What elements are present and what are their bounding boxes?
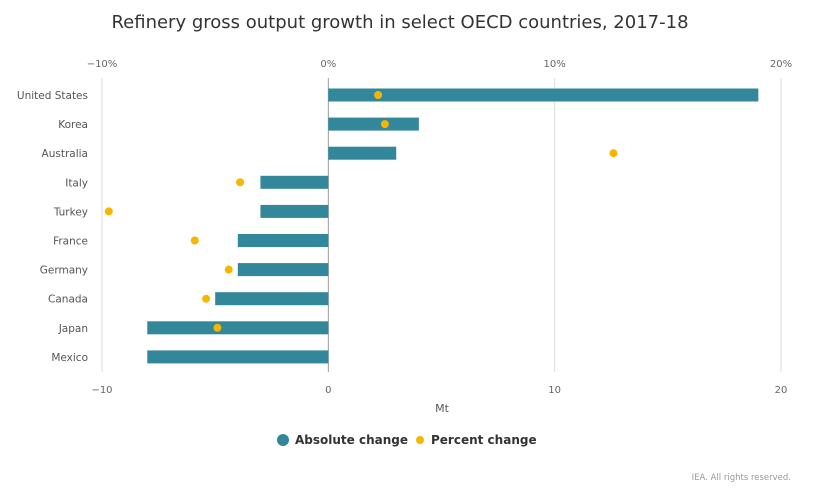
legend-marker-percent (416, 436, 424, 444)
bar (237, 234, 329, 247)
category-label: Australia (42, 148, 88, 160)
bar (147, 321, 329, 335)
dots-percent-change (104, 91, 618, 332)
x-axis-label: Mt (435, 402, 449, 415)
bar (147, 350, 329, 364)
percent-dot (202, 294, 211, 303)
legend-label-percent: Percent change (431, 433, 537, 447)
top-axis: −10% 0% 10% 20% (87, 59, 792, 70)
percent-dot (374, 91, 383, 99)
category-axis: United States Korea Australia Italy Turkey Fr… (17, 90, 88, 364)
x-tick-label: 10 (548, 385, 561, 396)
percent-dot (104, 207, 113, 216)
category-label: Turkey (53, 206, 88, 218)
percent-dot (224, 265, 233, 274)
x-tick-label: 0 (325, 385, 331, 396)
bar (215, 292, 329, 306)
legend-marker-absolute (277, 434, 289, 446)
category-label: Germany (40, 265, 88, 277)
percent-dot (213, 323, 222, 332)
category-label: France (53, 236, 88, 248)
bar (328, 146, 397, 160)
top-tick-label: 20% (770, 59, 792, 70)
bar (328, 88, 759, 102)
x-tick-label: −10 (91, 385, 112, 396)
top-tick-label: 10% (544, 59, 566, 70)
legend: Absolute change Percent change (277, 433, 537, 447)
percent-dot (236, 178, 245, 187)
bar (237, 263, 329, 277)
category-label: Canada (48, 294, 88, 306)
bar (260, 204, 329, 218)
category-label: United States (17, 90, 88, 102)
category-label: Korea (58, 119, 88, 131)
percent-dot (380, 120, 389, 129)
top-tick-label: −10% (87, 59, 118, 70)
category-label: Mexico (51, 352, 88, 364)
bar (260, 175, 329, 189)
category-label: Italy (65, 177, 88, 189)
legend-label-absolute: Absolute change (295, 433, 408, 447)
chart-title: Refinery gross output growth in select O… (111, 12, 688, 33)
top-tick-label: 0% (320, 59, 336, 70)
x-tick-label: 20 (775, 385, 788, 396)
bar (328, 117, 419, 131)
bottom-axis: −10 0 10 20 (91, 385, 787, 396)
percent-dot (190, 236, 199, 245)
bars-absolute-change (147, 88, 759, 364)
percent-dot (609, 149, 618, 158)
category-label: Japan (58, 323, 88, 335)
credit-text: IEA. All rights reserved. (692, 473, 791, 483)
